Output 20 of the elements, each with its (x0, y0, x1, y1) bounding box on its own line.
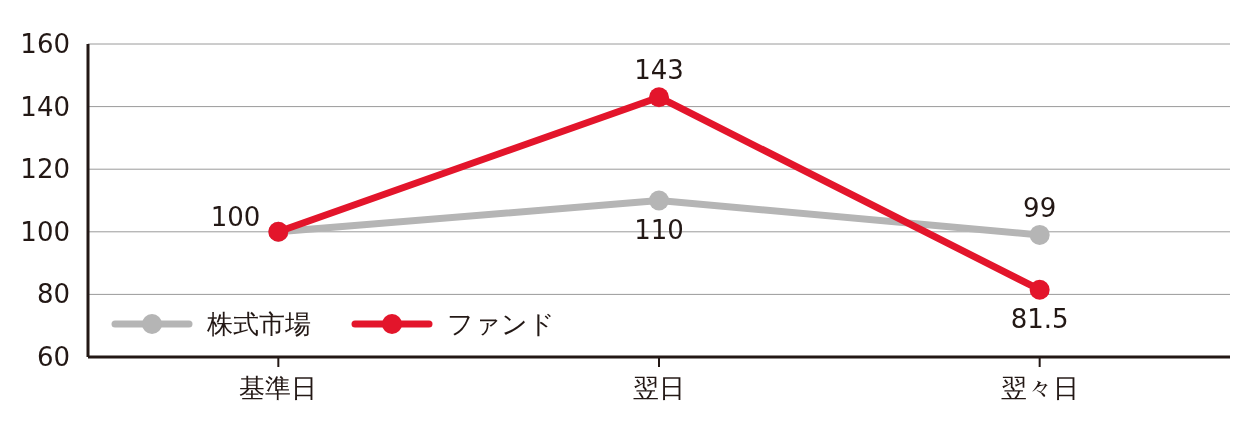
data-label: 99 (1023, 192, 1057, 223)
data-label: 110 (634, 214, 684, 245)
data-label: 143 (634, 55, 684, 86)
point (649, 190, 669, 211)
legend-label: 株式市場 (206, 309, 311, 339)
x-tick-label: 基準日 (239, 373, 318, 403)
y-tick-label: 160 (20, 29, 70, 59)
point (1029, 224, 1050, 245)
point (649, 87, 669, 108)
data-label: 100 (210, 201, 261, 232)
y-tick-label: 80 (36, 279, 70, 310)
data-label: 81.5 (1010, 303, 1069, 334)
y-tick-label: 60 (36, 342, 70, 372)
y-tick-label: 140 (20, 91, 70, 122)
y-tick-label: 100 (20, 216, 70, 247)
legend-label: ファンド (447, 309, 555, 339)
x-tick-label: 翌々日 (1000, 373, 1079, 403)
point (1029, 279, 1050, 300)
x-tick-label: 翌日 (633, 373, 685, 403)
y-tick-label: 120 (20, 154, 70, 185)
